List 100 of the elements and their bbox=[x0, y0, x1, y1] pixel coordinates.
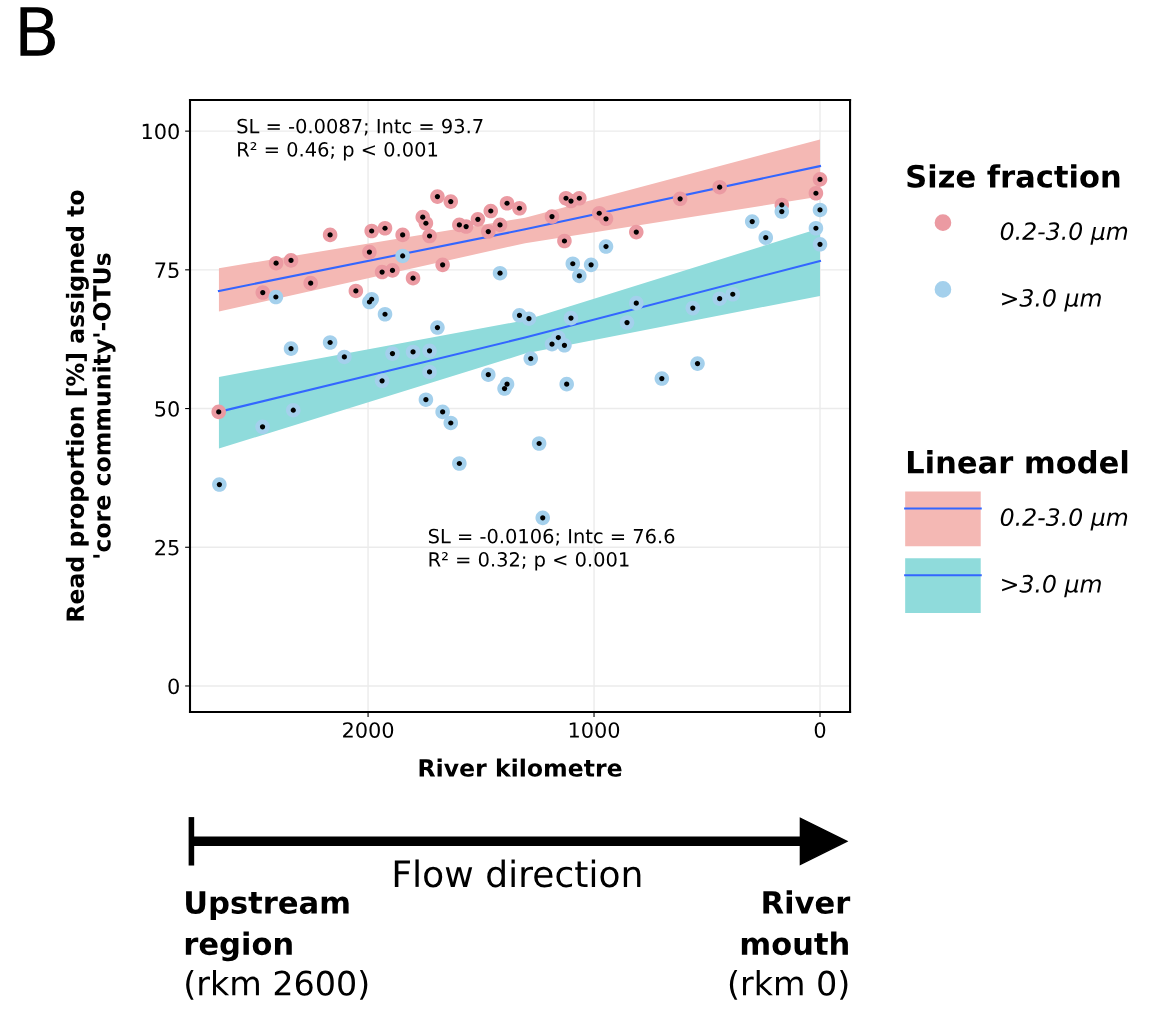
point bbox=[654, 371, 670, 386]
point bbox=[572, 190, 587, 206]
x-tick-label: 2000 bbox=[343, 722, 394, 738]
point bbox=[544, 209, 560, 224]
point bbox=[481, 367, 496, 382]
point bbox=[619, 315, 635, 330]
point bbox=[395, 248, 410, 264]
point bbox=[422, 364, 437, 380]
point bbox=[812, 172, 828, 187]
point bbox=[812, 237, 828, 252]
point bbox=[348, 283, 364, 299]
point bbox=[443, 415, 459, 431]
y-tick-label: 100 bbox=[142, 123, 179, 140]
point bbox=[385, 346, 400, 361]
legend-label: 0.2-3.0 µm bbox=[1000, 222, 1128, 245]
point bbox=[685, 300, 701, 316]
point bbox=[470, 212, 486, 227]
point bbox=[377, 306, 393, 322]
point bbox=[544, 336, 560, 352]
point bbox=[395, 227, 410, 243]
point bbox=[443, 194, 459, 209]
legend-label: 0.2-3.0 µm bbox=[1000, 508, 1128, 531]
point bbox=[364, 223, 379, 239]
point bbox=[629, 224, 644, 240]
text: B bbox=[20, 7, 55, 56]
point bbox=[255, 419, 270, 435]
point bbox=[337, 349, 352, 365]
legend-label: >3.0 µm bbox=[1002, 288, 1101, 312]
point bbox=[725, 286, 741, 302]
point bbox=[557, 338, 572, 353]
point bbox=[483, 203, 499, 219]
point bbox=[255, 285, 271, 300]
point bbox=[521, 311, 537, 326]
point bbox=[322, 335, 338, 350]
point bbox=[812, 202, 828, 218]
y-axis-title: Read proportion [%] assigned to 'core community'-OTUs bbox=[65, 190, 116, 621]
x-tick-label: 0 bbox=[814, 722, 826, 738]
point bbox=[559, 376, 574, 392]
point bbox=[268, 255, 284, 271]
point bbox=[557, 233, 572, 249]
x-axis-title: River kilometre bbox=[419, 758, 622, 777]
point bbox=[672, 191, 688, 207]
point bbox=[572, 268, 587, 284]
point bbox=[808, 185, 824, 201]
point bbox=[430, 189, 445, 204]
annotation: SL = -0.0087; Intc = 93.7 R² = 0.46; p < 0.001 bbox=[237, 118, 483, 161]
point bbox=[452, 456, 467, 471]
point bbox=[690, 356, 705, 371]
point bbox=[598, 239, 614, 254]
point bbox=[418, 392, 434, 407]
point bbox=[283, 253, 299, 268]
text: (rkm 0) bbox=[729, 969, 848, 1000]
point bbox=[405, 344, 421, 360]
point bbox=[435, 404, 450, 420]
point bbox=[598, 211, 614, 227]
point bbox=[422, 228, 437, 244]
point bbox=[377, 220, 393, 236]
point bbox=[758, 230, 774, 245]
point bbox=[212, 477, 227, 492]
text: Linear model bbox=[907, 450, 1128, 474]
point bbox=[283, 341, 299, 356]
point bbox=[774, 204, 790, 219]
point bbox=[374, 373, 390, 389]
point bbox=[481, 224, 496, 239]
point bbox=[492, 265, 508, 281]
y-tick-label: 75 bbox=[155, 262, 179, 279]
point bbox=[303, 275, 318, 291]
point bbox=[535, 510, 551, 526]
point bbox=[583, 257, 599, 273]
point bbox=[512, 200, 527, 216]
text: Flow direction bbox=[394, 859, 641, 888]
text: River mouth bbox=[741, 890, 851, 956]
point bbox=[435, 257, 450, 273]
annotation: SL = -0.0106; Intc = 76.6 R² = 0.32; p < 0.001 bbox=[428, 528, 675, 571]
point bbox=[712, 179, 727, 195]
point bbox=[285, 402, 301, 418]
point bbox=[268, 289, 284, 305]
y-tick-label: 50 bbox=[155, 401, 179, 417]
point bbox=[563, 310, 579, 326]
point bbox=[362, 244, 377, 260]
y-tick-label: 25 bbox=[155, 539, 179, 556]
point bbox=[808, 220, 824, 236]
point bbox=[531, 436, 547, 451]
point bbox=[565, 256, 581, 272]
point bbox=[322, 227, 338, 243]
text: (rkm 2600) bbox=[186, 969, 368, 1000]
point bbox=[492, 217, 508, 233]
point bbox=[499, 195, 515, 211]
point bbox=[712, 291, 727, 306]
x-tick-label: 1000 bbox=[569, 722, 620, 738]
legend-title: Size fraction bbox=[907, 164, 1120, 188]
point bbox=[744, 214, 760, 229]
point bbox=[405, 270, 421, 286]
point bbox=[629, 295, 644, 311]
point bbox=[430, 320, 445, 335]
y-tick-label: 0 bbox=[168, 678, 179, 695]
text: Upstream region bbox=[185, 891, 349, 962]
point bbox=[422, 343, 437, 359]
point bbox=[523, 351, 539, 366]
legend-label: >3.0 µm bbox=[1002, 574, 1101, 598]
